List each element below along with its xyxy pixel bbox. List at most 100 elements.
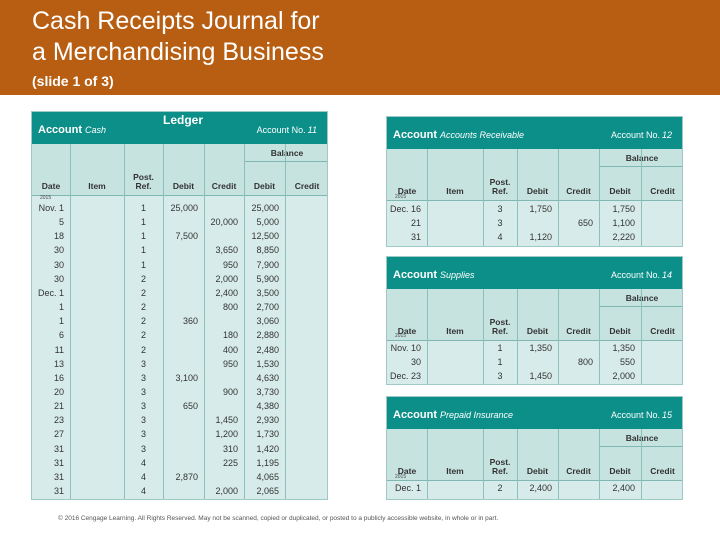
entry-post-ref: 2 [140,273,146,284]
slide-header-band [0,0,720,95]
entry-credit: 900 [222,386,238,397]
balance-credit-header: Credit [294,181,320,191]
ledger-row: 18 1 7,500 12,500 [32,230,327,244]
entry-date: 31 [53,457,64,468]
column-headers: BalanceDateItemDebitCreditDebitCreditPos… [387,429,682,481]
credit-header: Credit [566,326,591,336]
column-divider [244,144,245,499]
ledger-account-header: Account Cash Account No. 11 Ledger [32,112,327,144]
entry-post-ref: 4 [140,457,146,468]
ledger-row: Dec. 1 2 2,400 3,500 [32,287,327,301]
account-number-value: 12 [661,130,672,140]
entry-date: 31 [410,232,421,242]
column-divider [558,289,559,384]
entry-debit: 25,000 [170,203,198,213]
ledger-row: 31 3 310 1,420 [32,443,327,457]
ledger-row: Dec. 23 3 1,450 2,000 [387,370,682,384]
entry-balance-debit: 7,900 [256,259,279,270]
entry-balance-debit: 5,900 [256,273,279,284]
ledger-row: Nov. 10 1 1,350 1,350 [387,342,682,356]
entry-post-ref: 3 [497,218,503,228]
entry-credit: 650 [577,218,593,228]
date-header: Date [397,186,417,196]
entry-balance-debit: 5,000 [256,217,279,228]
account-number-value: 15 [661,410,672,420]
column-divider [427,149,428,246]
entry-date: 1 [58,302,64,313]
ledger-row: 30 1 3,650 8,850 [32,244,327,258]
balance-debit-header: Debit [253,181,276,191]
entry-post-ref: 1 [140,259,146,270]
post-ref-header: Post. Ref. [483,178,517,196]
entry-date: 21 [410,218,421,228]
ledger-row: Dec. 1 2 2,400 2,400 [387,482,682,496]
account-number-label: Account No. [610,410,660,420]
entry-date: 31 [53,486,64,496]
column-headers: BalanceDateItemDebitCreditDebitCreditPos… [387,289,682,341]
account-name: Accounts Receivable [440,130,525,140]
entry-credit: 1,450 [215,415,238,426]
entry-credit: 3,650 [215,245,238,256]
entry-credit: 2,000 [215,486,238,496]
entry-post-ref: 1 [140,245,146,256]
entry-balance-debit: 2,930 [256,415,279,426]
entry-date: 30 [53,259,64,270]
entry-date: 11 [54,344,64,355]
entry-debit: 1,350 [529,343,552,353]
entry-debit: 360 [182,316,198,327]
entry-credit: 1,200 [215,429,238,440]
entry-date: Dec. 1 [37,287,64,298]
entry-balance-debit: 1,730 [256,429,279,440]
year-label: 2015 [395,333,407,339]
entry-post-ref: 2 [140,330,146,341]
entry-date: Dec. 1 [394,483,421,493]
column-divider [558,149,559,246]
entry-credit: 20,000 [210,217,238,228]
entry-credit: 2,000 [215,273,238,284]
entry-post-ref: 2 [140,316,146,327]
entry-date: 20 [53,386,64,397]
column-divider [641,149,642,246]
account-number-label: Account No. [610,270,660,280]
entry-credit: 2,400 [215,287,238,298]
account-name: Prepaid Insurance [440,410,514,420]
item-header: Item [446,326,464,336]
copyright-footer: © 2016 Cengage Learning. All Rights Rese… [58,515,499,522]
entry-balance-debit: 2,700 [256,302,279,313]
column-divider [204,144,205,499]
entry-date: 5 [58,217,64,228]
column-divider [70,144,71,499]
entry-debit: 2,870 [175,471,198,482]
entry-balance-debit: 4,065 [256,471,279,482]
entry-post-ref: 3 [140,415,146,426]
post-ref-header-line-2: Ref. [135,181,152,191]
entry-date: 30 [53,273,64,284]
account-name: Supplies [440,270,475,280]
entry-post-ref: 2 [140,302,146,313]
entry-credit: 800 [222,302,238,313]
entry-balance-debit: 550 [619,357,635,367]
entry-post-ref: 1 [140,217,146,228]
year-label: 2015 [395,194,407,200]
entry-debit: 7,500 [175,231,198,242]
ledger-row: 16 3 3,100 4,630 [32,372,327,386]
entry-date: 31 [53,471,64,482]
entry-post-ref: 3 [497,204,503,214]
entry-credit: 800 [577,357,593,367]
account-label: Account [393,409,437,421]
slide-title: Cash Receipts Journal for a Merchandisin… [32,6,632,68]
entry-debit: 1,450 [529,371,552,381]
ledger-row: 21 3 650 4,380 [32,400,327,414]
entry-debit: 3,100 [175,372,198,383]
column-divider [599,289,600,384]
column-divider [641,289,642,384]
credit-header: Credit [566,466,591,476]
entry-balance-debit: 1,350 [612,343,635,353]
ledger-row: 6 2 180 2,880 [32,329,327,343]
ledger-panel: Account Cash Account No. 11 Ledger Balance Dat… [31,111,328,500]
entry-date: 23 [53,415,64,426]
entry-balance-debit: 1,100 [612,218,635,228]
ledger-row: 30 1 950 7,900 [32,259,327,273]
ledger-row: 1 2 360 3,060 [32,315,327,329]
